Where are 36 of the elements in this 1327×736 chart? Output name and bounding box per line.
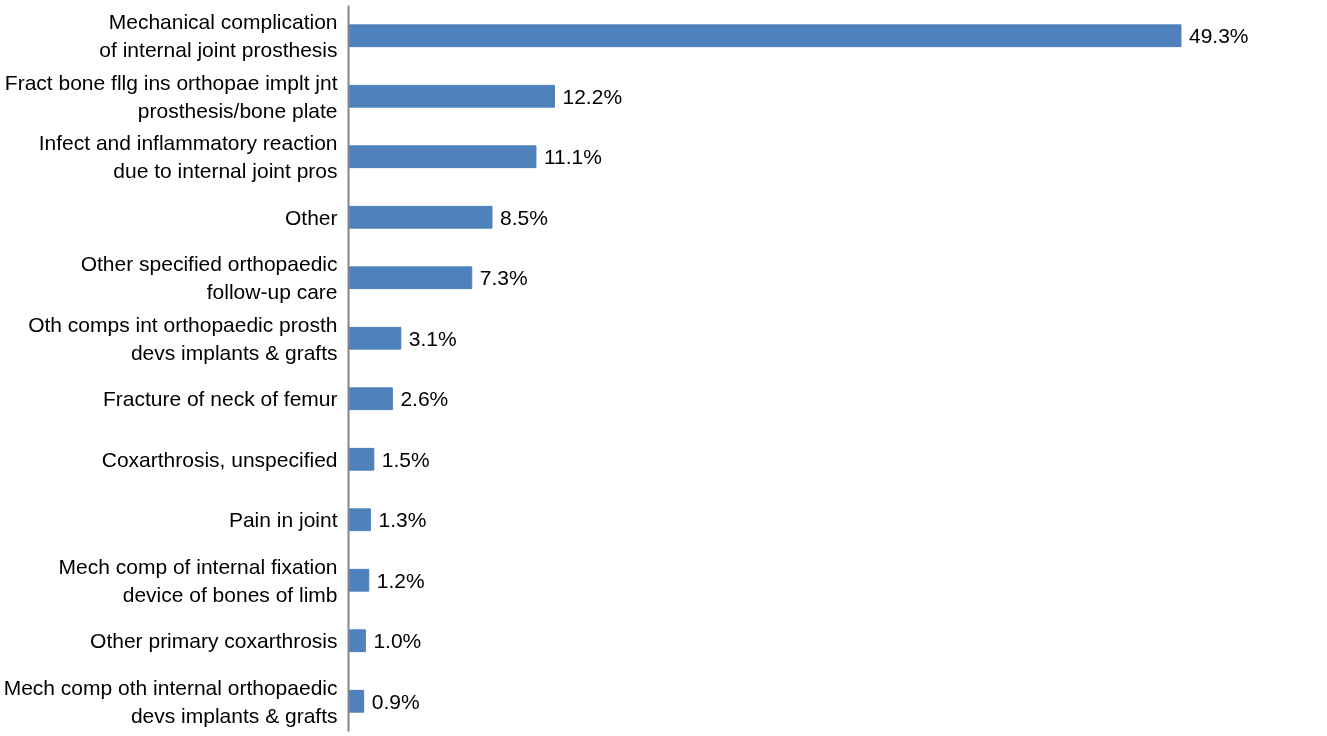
data-label: 1.0%	[373, 629, 422, 653]
y-tick-label: Other specified orthopaedic follow-up care	[80, 252, 338, 304]
bar	[348, 447, 375, 471]
data-label: 12.2%	[562, 84, 623, 108]
y-tick-label: Infect and inflammatory reaction due to internal joint pros	[38, 131, 338, 183]
bar	[348, 508, 371, 532]
bar	[348, 568, 370, 592]
bar	[348, 84, 556, 108]
y-tick-label: Mech comp of internal fixation device of bones of limb	[58, 554, 338, 606]
y-tick-label: Mechanical complication of internal joint prosthesis	[99, 10, 338, 62]
y-tick-label: Oth comps int orthopaedic prosth devs implants & grafts	[28, 312, 338, 364]
bar	[348, 24, 1182, 48]
bar	[348, 145, 537, 169]
data-label: 11.1%	[543, 145, 602, 169]
data-label: 2.6%	[400, 387, 449, 411]
bar	[348, 266, 473, 290]
y-tick-label: Mech comp oth internal orthopaedic devs implants & grafts	[3, 675, 338, 727]
data-label: 0.9%	[371, 689, 420, 713]
y-tick-label: Other primary coxarthrosis	[90, 629, 338, 653]
bar	[348, 205, 493, 229]
y-tick-label: Coxarthrosis, unspecified	[101, 447, 338, 471]
y-tick-label: Other	[284, 205, 338, 229]
bar	[348, 629, 366, 653]
y-tick-label: Fracture of neck of femur	[102, 387, 338, 411]
data-label: 1.2%	[376, 568, 425, 592]
data-label: 49.3%	[1188, 24, 1249, 48]
data-label: 8.5%	[500, 205, 548, 229]
bar	[348, 326, 402, 350]
bar	[348, 387, 393, 411]
data-label: 7.3%	[479, 266, 528, 290]
data-label: 3.1%	[408, 326, 457, 350]
y-tick-label: Pain in joint	[228, 508, 338, 532]
bar	[348, 689, 365, 713]
data-label: 1.3%	[378, 508, 427, 532]
y-tick-label: Fract bone fllg ins orthopae implt jnt prosthesis/bone plate	[4, 70, 338, 122]
data-label: 1.5%	[381, 447, 430, 471]
